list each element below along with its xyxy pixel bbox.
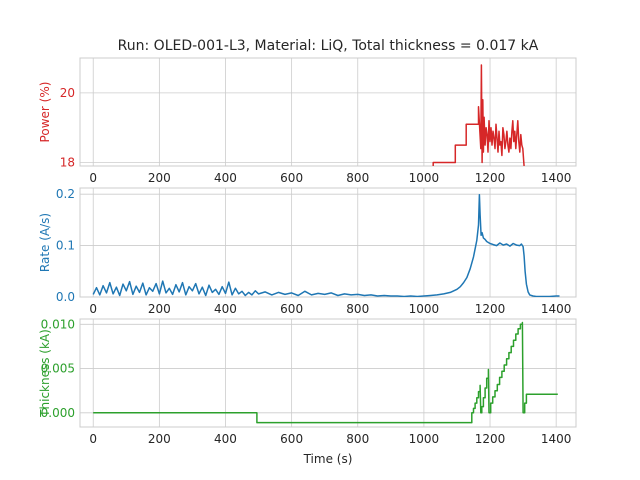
thickness-xtick-label: 400	[214, 432, 237, 446]
power-xtick-label: 400	[214, 171, 237, 185]
power-xtick-label: 1200	[475, 171, 506, 185]
thickness-ytick-label: 0.000	[41, 406, 75, 420]
power-xtick-label: 800	[346, 171, 369, 185]
rate-xtick-label: 0	[89, 302, 97, 316]
power-ylabel: Power (%)	[38, 82, 52, 143]
rate-xtick-label: 200	[148, 302, 171, 316]
power-xtick-label: 1000	[409, 171, 440, 185]
rate-ytick-label: 0.2	[56, 187, 75, 201]
power-xtick-label: 200	[148, 171, 171, 185]
power-panel: 0 200 400 600 800 1000 1200 1400 18 20 Power (%)	[38, 57, 577, 185]
power-ytick-label: 18	[60, 156, 75, 170]
rate-xtick-label: 1400	[541, 302, 572, 316]
thickness-xtick-label: 800	[346, 432, 369, 446]
rate-axes-frame	[79, 187, 577, 298]
power-series-line	[432, 64, 525, 166]
power-axes-frame	[79, 57, 577, 167]
thickness-xtick-label: 0	[89, 432, 97, 446]
rate-panel: 0 200 400 600 800 1000 1200 1400 0.0 0.1 0.2 Rate (…	[38, 187, 577, 316]
thickness-xtick-label: 200	[148, 432, 171, 446]
rate-ytick-label: 0.1	[56, 239, 75, 253]
rate-xtick-label: 1200	[475, 302, 506, 316]
chart-title: Run: OLED-001-L3, Material: LiQ, Total t…	[118, 38, 539, 54]
power-xtick-label: 0	[89, 171, 97, 185]
rate-xtick-label: 600	[280, 302, 303, 316]
thickness-ylabel: Thickness (kA)	[38, 329, 52, 418]
thickness-xtick-label: 1200	[475, 432, 506, 446]
rate-xtick-label: 1000	[409, 302, 440, 316]
rate-xtick-label: 400	[214, 302, 237, 316]
thickness-xtick-label: 600	[280, 432, 303, 446]
thickness-panel: 0 200 400 600 800 1000 1200 1400 0.000 0.005 0.010…	[38, 317, 577, 466]
power-xtick-label: 600	[280, 171, 303, 185]
thickness-series-line	[93, 321, 558, 424]
rate-series-line	[92, 193, 560, 297]
rate-ytick-label: 0.0	[56, 290, 75, 304]
thickness-ytick-label: 0.005	[41, 362, 75, 376]
power-xtick-label: 1400	[541, 171, 572, 185]
thickness-xtick-label: 1400	[541, 432, 572, 446]
subplots: 0 200 400 600 800 1000 1200 1400 18 20 Power (%) 0 2…	[38, 57, 577, 466]
thickness-ytick-label: 0.010	[41, 317, 75, 331]
rate-ylabel: Rate (A/s)	[38, 213, 52, 272]
thickness-axes-frame	[79, 318, 577, 428]
thickness-xtick-label: 1000	[409, 432, 440, 446]
thickness-xlabel: Time (s)	[303, 452, 353, 466]
rate-xtick-label: 800	[346, 302, 369, 316]
power-ytick-label: 20	[60, 86, 75, 100]
